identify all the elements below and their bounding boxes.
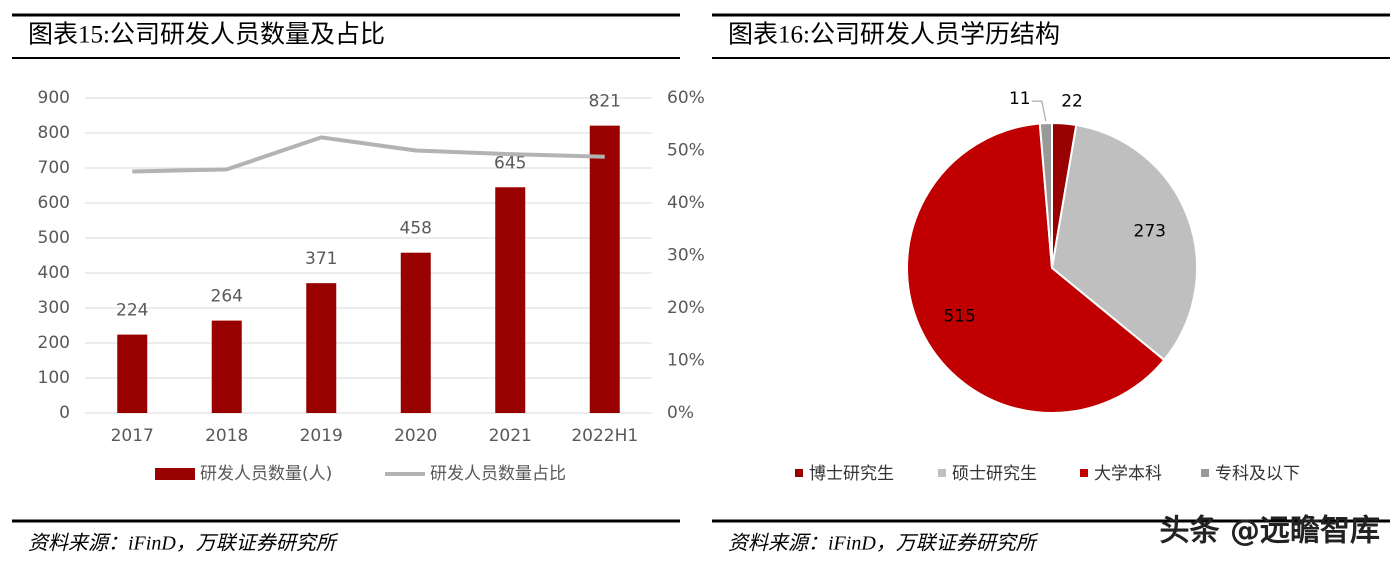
x-tick-label: 2022H1 [571,426,638,446]
x-tick-label: 2017 [111,426,154,446]
source-note: 资料来源：iFinD，万联证券研究所 [28,533,339,555]
legend-label: 专科及以下 [1215,464,1300,484]
legend-swatch [155,468,195,480]
line-series [132,135,605,174]
value-label: 645 [494,153,526,173]
y-tick-label: 900 [38,88,70,108]
y-tick-label: 600 [38,193,70,213]
legend-label: 研发人员数量(人) [200,464,332,484]
x-tick-label: 2020 [394,426,437,446]
y-tick-label: 800 [38,123,70,143]
value-label: 515 [943,307,975,327]
legend-swatch [1201,469,1209,477]
y2-tick-label: 30% [667,246,705,266]
y-tick-label: 500 [38,228,70,248]
y2-tick-label: 50% [667,141,705,161]
leader-line [1031,100,1047,122]
bar [495,187,526,413]
legend-swatch [795,469,803,477]
value-label: 264 [211,287,243,307]
y2-tick-label: 40% [667,193,705,213]
value-label: 371 [305,249,337,269]
legend-label: 硕士研究生 [952,464,1037,484]
legend-swatch [1080,469,1088,477]
value-label: 224 [116,301,148,321]
watermark: 头条 @远瞻智库 [1160,514,1380,549]
x-tick-label: 2018 [205,426,248,446]
source-note: 资料来源：iFinD，万联证券研究所 [728,533,1039,555]
value-label: 273 [1134,221,1166,241]
y-tick-label: 700 [38,158,70,178]
x-tick-label: 2019 [300,426,343,446]
x-tick-label: 2021 [489,426,532,446]
value-label: 11 [1009,89,1031,109]
y-tick-label: 400 [38,263,70,283]
bar [400,252,431,413]
y2-tick-label: 20% [667,298,705,318]
bar [306,283,337,413]
chart-title: 图表16:公司研发人员学历结构 [728,21,1060,49]
y-tick-label: 300 [38,298,70,318]
legend-label: 研发人员数量占比 [430,464,566,484]
value-label: 458 [400,219,432,239]
y2-tick-label: 0% [667,403,694,423]
pie-slice [1050,123,1198,362]
value-label: 821 [589,92,621,112]
value-label: 22 [1061,92,1083,112]
pie-slice [1038,121,1053,269]
y2-tick-label: 10% [667,351,705,371]
y2-tick-label: 60% [667,88,705,108]
y-tick-label: 0 [59,403,70,423]
bar [117,334,148,413]
legend-label: 博士研究生 [809,464,894,484]
y-tick-label: 200 [38,333,70,353]
legend-label: 大学本科 [1094,464,1162,484]
bar [589,125,620,414]
legend-swatch [938,469,946,477]
chart-title: 图表15:公司研发人员数量及占比 [28,21,385,49]
bar [211,320,242,413]
y-tick-label: 100 [38,368,70,388]
pie-slice [906,122,1166,414]
